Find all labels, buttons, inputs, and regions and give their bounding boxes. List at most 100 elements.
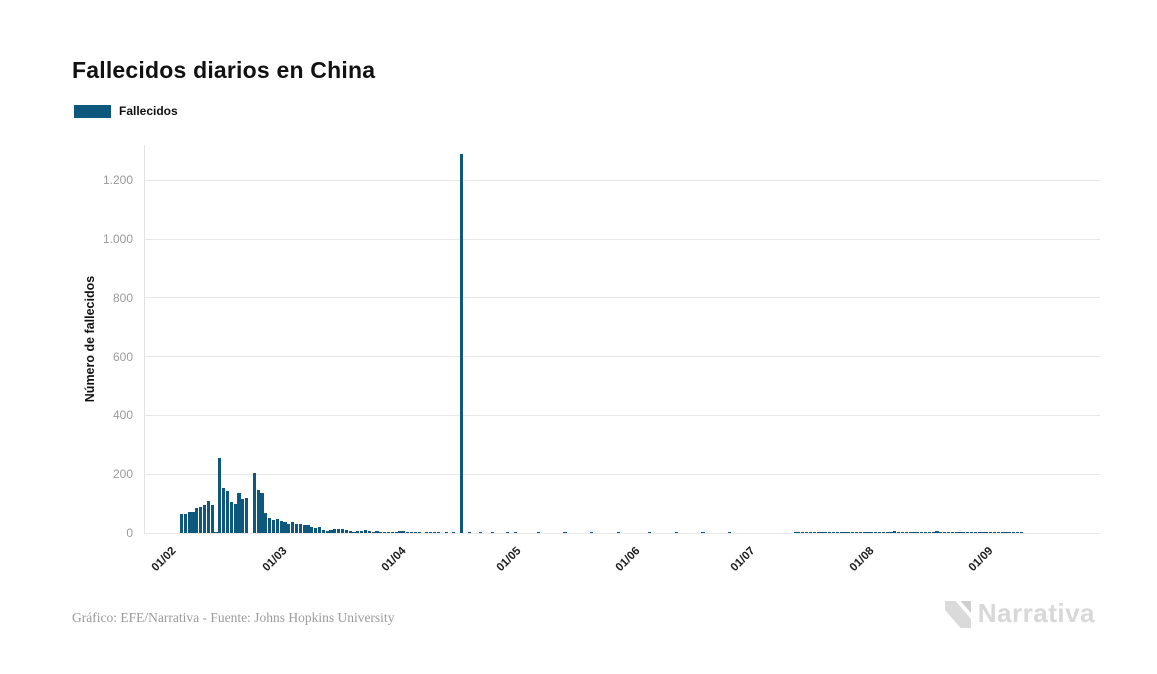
bar[interactable] — [214, 531, 218, 533]
bar[interactable] — [317, 526, 322, 533]
bar[interactable] — [1004, 532, 1008, 533]
bar[interactable] — [298, 524, 302, 533]
bar[interactable] — [701, 532, 705, 533]
bar[interactable] — [279, 520, 283, 533]
bar[interactable] — [444, 532, 448, 533]
bar[interactable] — [954, 532, 958, 533]
bar[interactable] — [356, 530, 360, 533]
bar[interactable] — [617, 532, 621, 533]
bar[interactable] — [429, 532, 433, 533]
bar[interactable] — [843, 532, 847, 533]
bar[interactable] — [386, 531, 391, 533]
bar[interactable] — [340, 529, 345, 533]
bar[interactable] — [893, 530, 897, 533]
bar[interactable] — [233, 504, 237, 533]
bar[interactable] — [805, 532, 809, 533]
bar[interactable] — [912, 531, 916, 533]
bar[interactable] — [367, 530, 371, 533]
bar[interactable] — [1012, 532, 1016, 533]
bar[interactable] — [839, 532, 843, 533]
bar[interactable] — [229, 501, 233, 533]
bar[interactable] — [222, 488, 226, 533]
bar[interactable] — [467, 532, 471, 533]
bar[interactable] — [996, 532, 1000, 533]
bar[interactable] — [923, 532, 928, 533]
bar[interactable] — [989, 532, 993, 533]
bar[interactable] — [202, 504, 207, 533]
bar[interactable] — [425, 532, 429, 533]
bar[interactable] — [337, 528, 341, 533]
bar[interactable] — [417, 532, 421, 533]
bar[interactable] — [302, 524, 306, 533]
bar[interactable] — [866, 531, 870, 533]
bar[interactable] — [452, 532, 456, 533]
bar[interactable] — [808, 532, 812, 533]
bar[interactable] — [375, 531, 379, 533]
bar[interactable] — [306, 525, 310, 533]
bar[interactable] — [199, 506, 203, 533]
bar[interactable] — [459, 153, 463, 533]
bar[interactable] — [962, 532, 966, 533]
bar[interactable] — [352, 532, 356, 533]
bar[interactable] — [820, 532, 824, 533]
bar[interactable] — [728, 532, 732, 533]
bar[interactable] — [674, 532, 678, 533]
bar[interactable] — [943, 532, 947, 533]
bar[interactable] — [333, 529, 337, 533]
bar[interactable] — [402, 531, 406, 533]
bar[interactable] — [283, 521, 287, 533]
bar[interactable] — [432, 532, 437, 533]
bar[interactable] — [870, 532, 874, 533]
bar[interactable] — [271, 520, 276, 533]
bar[interactable] — [897, 532, 901, 533]
bar[interactable] — [406, 531, 410, 533]
bar[interactable] — [390, 531, 394, 533]
bar[interactable] — [195, 507, 199, 533]
bar[interactable] — [490, 532, 494, 533]
bar[interactable] — [1008, 532, 1012, 533]
bar[interactable] — [310, 526, 314, 533]
bar[interactable] — [479, 532, 483, 533]
bar[interactable] — [348, 530, 352, 533]
bar[interactable] — [394, 532, 398, 533]
bar[interactable] — [275, 519, 279, 533]
bar[interactable] — [889, 532, 893, 533]
bar[interactable] — [969, 532, 974, 533]
bar[interactable] — [436, 532, 440, 533]
bar[interactable] — [812, 532, 816, 533]
bar[interactable] — [187, 511, 191, 533]
bar[interactable] — [985, 532, 989, 533]
bar[interactable] — [793, 532, 797, 533]
bar[interactable] — [881, 532, 885, 533]
bar[interactable] — [904, 531, 908, 533]
bar[interactable] — [950, 531, 954, 533]
bar[interactable] — [900, 532, 905, 533]
bar[interactable] — [824, 532, 828, 533]
bar[interactable] — [858, 531, 862, 533]
bar[interactable] — [927, 531, 931, 533]
bar[interactable] — [992, 531, 997, 533]
bar[interactable] — [966, 531, 970, 533]
bar[interactable] — [287, 523, 291, 533]
bar[interactable] — [831, 532, 835, 533]
bar[interactable] — [920, 532, 924, 533]
bar[interactable] — [536, 532, 540, 533]
bar[interactable] — [935, 531, 939, 533]
bar[interactable] — [1000, 532, 1004, 533]
bar[interactable] — [291, 522, 295, 533]
bar[interactable] — [916, 532, 920, 533]
bar[interactable] — [379, 531, 383, 533]
bar[interactable] — [647, 532, 651, 533]
bar[interactable] — [260, 492, 264, 533]
bar[interactable] — [835, 531, 839, 533]
bar[interactable] — [252, 472, 256, 533]
bar[interactable] — [973, 532, 977, 533]
bar[interactable] — [344, 529, 348, 533]
bar[interactable] — [241, 498, 245, 533]
bar[interactable] — [874, 532, 878, 533]
bar[interactable] — [908, 532, 912, 533]
bar[interactable] — [797, 532, 801, 533]
bar[interactable] — [321, 529, 325, 533]
bar[interactable] — [939, 532, 943, 533]
bar[interactable] — [218, 458, 222, 533]
